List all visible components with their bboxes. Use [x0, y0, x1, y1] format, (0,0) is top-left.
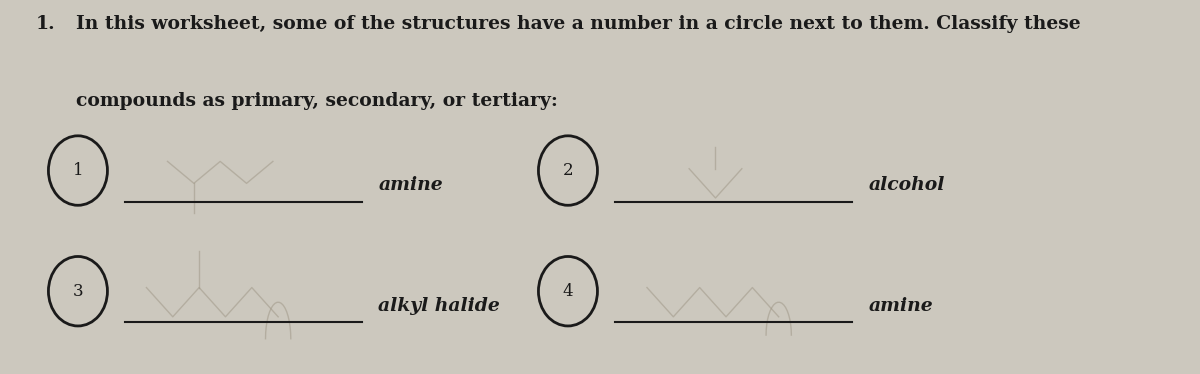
Text: 3: 3 — [73, 283, 83, 300]
Text: amine: amine — [869, 297, 932, 315]
Text: alcohol: alcohol — [869, 176, 944, 194]
Text: 1: 1 — [73, 162, 83, 179]
Text: compounds as primary, secondary, or tertiary:: compounds as primary, secondary, or tert… — [76, 92, 558, 110]
Text: amine: amine — [378, 176, 443, 194]
Text: 2: 2 — [563, 162, 574, 179]
Text: alkyl halide: alkyl halide — [378, 297, 500, 315]
Text: 1.: 1. — [36, 15, 55, 33]
Text: 4: 4 — [563, 283, 574, 300]
Text: In this worksheet, some of the structures have a number in a circle next to them: In this worksheet, some of the structure… — [76, 15, 1080, 33]
